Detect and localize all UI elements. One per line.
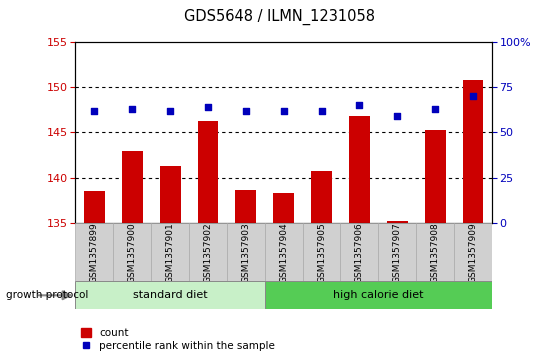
Point <box>355 102 364 108</box>
Text: GSM1357906: GSM1357906 <box>355 222 364 283</box>
Point <box>280 108 288 114</box>
Point <box>393 113 402 119</box>
Bar <box>387 220 408 223</box>
Bar <box>265 281 492 309</box>
Bar <box>416 223 454 281</box>
Bar <box>197 121 219 223</box>
Text: GSM1357901: GSM1357901 <box>165 222 174 283</box>
Text: high calorie diet: high calorie diet <box>333 290 424 300</box>
Bar <box>75 223 113 281</box>
Bar <box>340 223 378 281</box>
Bar <box>84 191 105 223</box>
Bar <box>378 223 416 281</box>
Text: GSM1357900: GSM1357900 <box>128 222 137 283</box>
Text: GSM1357899: GSM1357899 <box>90 222 99 283</box>
Bar <box>235 189 256 223</box>
Bar <box>349 116 370 223</box>
Bar <box>160 166 181 223</box>
Text: GDS5648 / ILMN_1231058: GDS5648 / ILMN_1231058 <box>184 9 375 25</box>
Text: GSM1357902: GSM1357902 <box>203 222 212 283</box>
Bar <box>311 171 332 223</box>
Point <box>90 108 99 114</box>
Text: GSM1357903: GSM1357903 <box>241 222 250 283</box>
Point <box>430 106 439 112</box>
Bar <box>151 223 189 281</box>
Point <box>203 104 212 110</box>
Text: GSM1357905: GSM1357905 <box>317 222 326 283</box>
Bar <box>273 193 294 223</box>
Point <box>241 108 250 114</box>
Text: GSM1357909: GSM1357909 <box>468 222 477 283</box>
Bar <box>265 223 302 281</box>
Text: GSM1357908: GSM1357908 <box>430 222 439 283</box>
Bar <box>425 130 446 223</box>
Bar <box>463 80 484 223</box>
Bar <box>122 151 143 223</box>
Bar <box>227 223 265 281</box>
Text: growth protocol: growth protocol <box>6 290 88 300</box>
Bar <box>113 223 151 281</box>
Point <box>317 108 326 114</box>
Bar <box>189 223 227 281</box>
Text: GSM1357904: GSM1357904 <box>279 222 288 283</box>
Point <box>468 93 477 99</box>
Bar <box>302 223 340 281</box>
Legend: count, percentile rank within the sample: count, percentile rank within the sample <box>80 328 275 351</box>
Bar <box>454 223 492 281</box>
Text: standard diet: standard diet <box>133 290 207 300</box>
Point <box>128 106 137 112</box>
Bar <box>75 281 265 309</box>
Text: GSM1357907: GSM1357907 <box>393 222 402 283</box>
Point <box>165 108 174 114</box>
